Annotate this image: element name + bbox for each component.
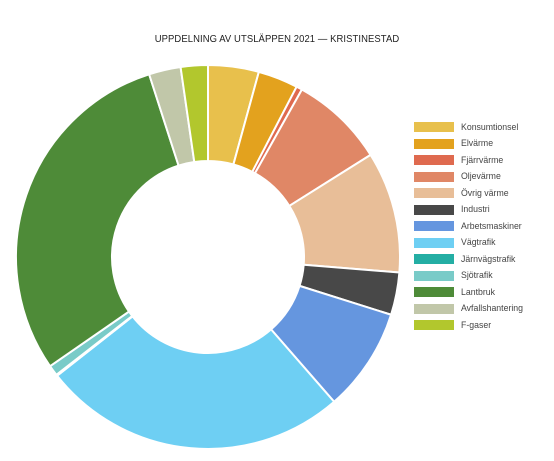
legend-item-elvarme: Elvärme	[414, 136, 554, 153]
legend-label: Övrig värme	[461, 187, 509, 199]
donut-slices	[15, 64, 401, 450]
legend-item-oljevarme: Oljevärme	[414, 169, 554, 186]
legend-swatch	[414, 171, 454, 182]
slice-f-gaser	[179, 64, 209, 163]
legend-label: Lantbruk	[461, 286, 496, 298]
legend-label: Elvärme	[461, 138, 494, 150]
legend-item-f-gaser: F-gaser	[414, 317, 554, 334]
legend-label: Sjötrafik	[461, 270, 493, 282]
legend-swatch	[414, 287, 454, 298]
legend-item-jarnvagstrafik: Järnvägstrafik	[414, 251, 554, 268]
legend-item-avfallshantering: Avfallshantering	[414, 301, 554, 318]
legend-item-industri: Industri	[414, 202, 554, 219]
legend-label: F-gaser	[461, 319, 492, 331]
legend-swatch	[414, 237, 454, 248]
legend-swatch	[414, 303, 454, 314]
legend-label: Järnvägstrafik	[461, 253, 516, 265]
legend-swatch	[414, 122, 454, 133]
legend-label: Fjärrvärme	[461, 154, 504, 166]
legend-swatch	[414, 270, 454, 281]
legend-label: Vägtrafik	[461, 237, 496, 249]
legend-label: Avfallshantering	[461, 303, 524, 315]
legend-label: Konsumtionsel	[461, 121, 519, 133]
slice-vagtrafik	[56, 315, 336, 450]
legend-item-lantbruk: Lantbruk	[414, 284, 554, 301]
legend-item-konsumtionsel: Konsumtionsel	[414, 119, 554, 136]
legend-swatch	[414, 320, 454, 331]
legend-item-ovrig-varme: Övrig värme	[414, 185, 554, 202]
legend-label: Industri	[461, 204, 490, 216]
chart-legend: Konsumtionsel Elvärme Fjärrvärme Oljevärme Ö…	[414, 119, 554, 334]
legend-swatch	[414, 221, 454, 232]
legend-item-vagtrafik: Vägtrafik	[414, 235, 554, 252]
legend-item-sjotrafik: Sjötrafik	[414, 268, 554, 285]
legend-swatch	[414, 254, 454, 265]
legend-label: Arbetsmaskiner	[461, 220, 522, 232]
chart-title: UPPDELNING AV UTSLÄPPEN 2021 — KRISTINES…	[154, 33, 400, 45]
slice-lantbruk	[15, 73, 180, 368]
legend-swatch	[414, 138, 454, 149]
legend-swatch	[414, 155, 454, 166]
legend-item-fjarrvarme: Fjärrvärme	[414, 152, 554, 169]
legend-swatch	[414, 188, 454, 199]
legend-label: Oljevärme	[461, 171, 501, 183]
legend-item-arbetsmaskiner: Arbetsmaskiner	[414, 218, 554, 235]
legend-swatch	[414, 204, 454, 215]
